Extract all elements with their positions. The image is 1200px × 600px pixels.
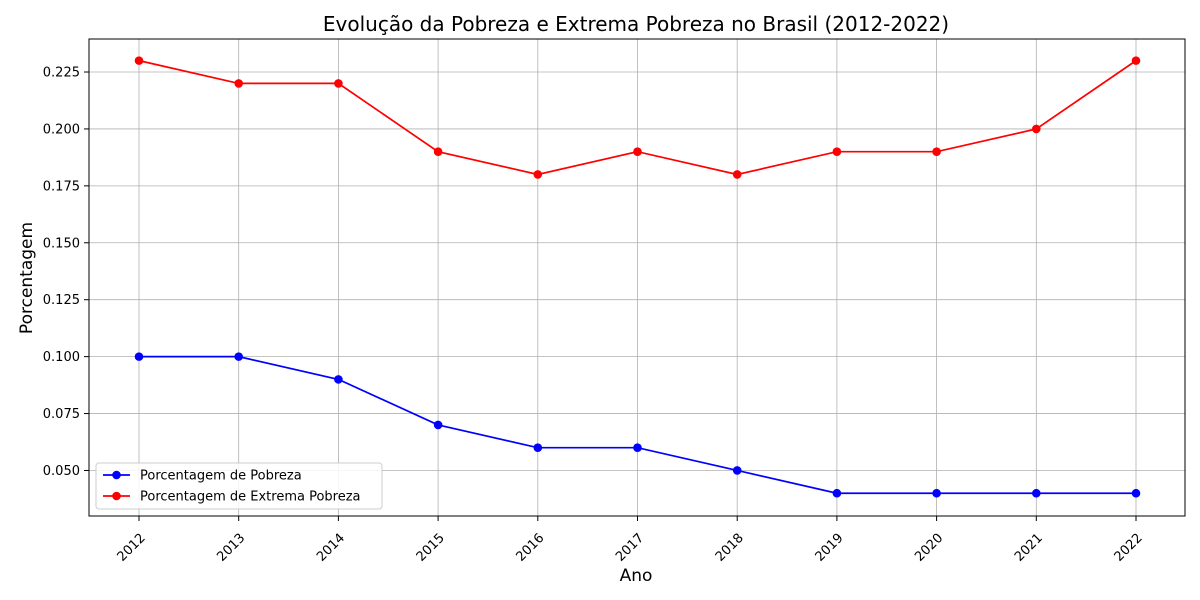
legend: Porcentagem de Pobreza Porcentagem de Ext… [95,462,383,510]
y-tick-label: 0.050 [43,464,80,479]
legend-label: Porcentagem de Pobreza [140,469,302,484]
x-tick-label: 2021 [1012,531,1046,565]
data-point [932,488,941,498]
chart-title: Evolução da Pobreza e Extrema Pobreza no… [323,12,949,36]
x-tick-label: 2012 [115,531,149,565]
x-tick-label: 2019 [813,531,847,565]
y-tick-label: 0.225 [43,66,80,81]
data-point [334,375,343,384]
data-point [633,147,642,157]
data-point [533,443,543,452]
x-axis-label: Ano [620,566,653,586]
data-point [134,352,144,361]
data-point [1032,124,1041,134]
legend-label: Porcentagem de Extrema Pobreza [140,490,361,505]
data-point [633,443,642,452]
x-tick-label: 2017 [613,531,647,565]
y-tick-label: 0.200 [43,122,80,137]
x-tick-label: 2015 [414,531,448,565]
y-axis-label: Porcentagem [17,222,37,334]
data-point [334,79,343,88]
data-point [732,466,742,475]
x-axis: 2012 2013 2014 2015 2016 2017 2018 2019 2020 2021… [115,516,1146,565]
data-point [1131,56,1141,65]
data-point [932,147,941,157]
data-point [832,147,842,157]
x-tick-label: 2020 [912,531,946,565]
data-point [1131,488,1141,498]
series-layer [134,56,1141,498]
data-point [533,170,543,179]
y-axis: 0.050 0.075 0.100 0.125 0.150 0.175 0.200 0.225 [43,66,89,479]
x-tick-label: 2013 [214,531,248,565]
data-point [433,147,443,157]
y-tick-label: 0.150 [43,236,80,251]
data-point [234,352,243,361]
y-tick-label: 0.075 [43,407,80,422]
data-point [234,79,243,88]
x-tick-label: 2014 [314,531,348,565]
series-extrema-pobreza [134,56,1141,179]
x-tick-label: 2018 [713,531,747,565]
data-point [832,488,842,498]
legend-marker [112,491,121,501]
y-tick-label: 0.125 [43,293,80,308]
data-point [134,56,144,65]
series-pobreza [134,352,1141,498]
legend-marker [112,470,121,480]
data-point [433,420,443,430]
legend-box [95,462,383,510]
y-tick-label: 0.100 [43,350,80,365]
data-point [1032,488,1041,498]
data-point [732,170,742,179]
x-tick-label: 2022 [1112,531,1146,565]
y-tick-label: 0.175 [43,179,80,194]
x-tick-label: 2016 [513,531,547,565]
